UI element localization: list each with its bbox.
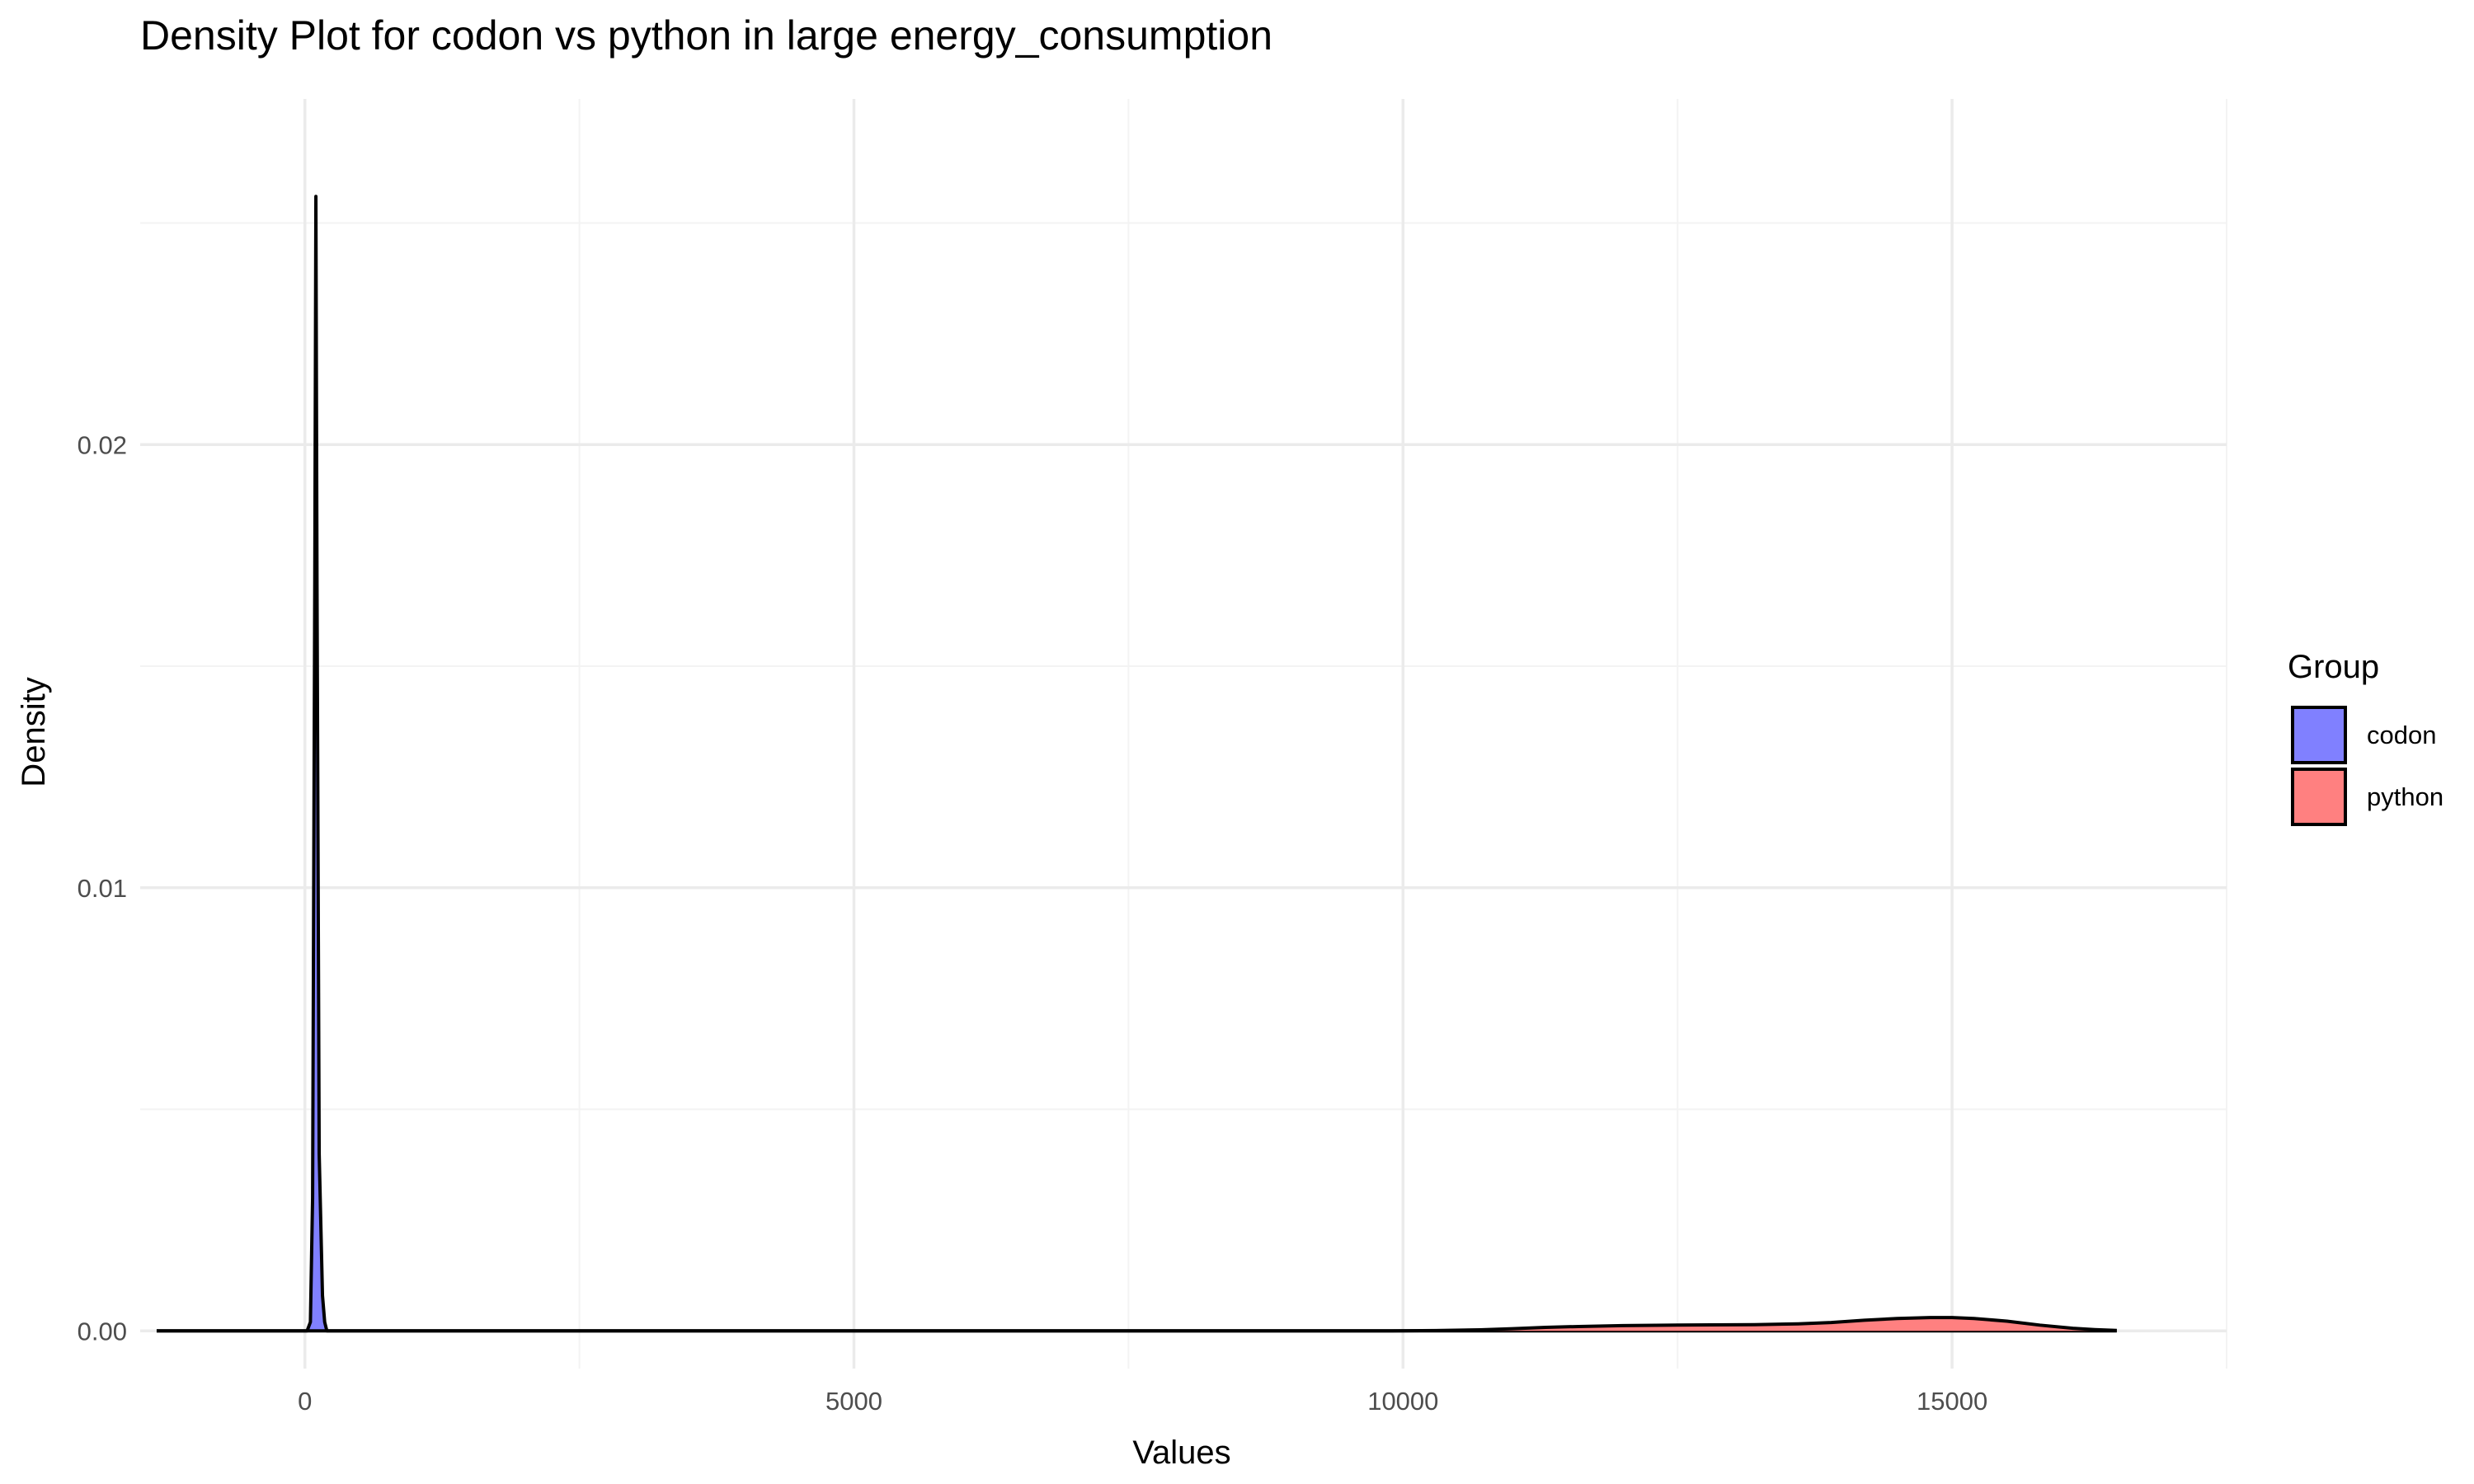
x-tick-label: 15000 bbox=[1917, 1387, 1987, 1416]
major-grid bbox=[140, 99, 2227, 1369]
minor-grid bbox=[140, 99, 2227, 1369]
y-axis-title: Density bbox=[16, 677, 52, 787]
density-area-codon bbox=[156, 196, 2117, 1331]
y-axis-ticks: 0.00 0.01 0.02 bbox=[78, 430, 127, 1345]
density-area-python bbox=[156, 1317, 2117, 1331]
density-line-codon bbox=[156, 195, 2117, 1333]
y-tick-label: 0.02 bbox=[78, 430, 127, 459]
legend-items: codon python bbox=[2291, 706, 2443, 826]
series-layer bbox=[156, 195, 2117, 1333]
legend-label-python: python bbox=[2367, 782, 2443, 811]
legend-label-codon: codon bbox=[2367, 721, 2436, 749]
legend-swatch-python bbox=[2291, 768, 2347, 826]
x-tick-label: 0 bbox=[298, 1387, 312, 1416]
legend-swatch-codon bbox=[2291, 706, 2347, 764]
y-tick-label: 0.00 bbox=[78, 1317, 127, 1345]
legend-title: Group bbox=[2288, 649, 2379, 685]
y-tick-label: 0.01 bbox=[78, 874, 127, 903]
x-axis-title: Values bbox=[1132, 1435, 1230, 1471]
x-axis-ticks: 0 5000 10000 15000 bbox=[298, 1387, 1987, 1416]
density-line-python bbox=[156, 1316, 2117, 1333]
legend: Group codon python bbox=[2288, 649, 2443, 826]
x-tick-label: 5000 bbox=[825, 1387, 882, 1416]
x-tick-label: 10000 bbox=[1367, 1387, 1438, 1416]
chart-title: Density Plot for codon vs python in larg… bbox=[140, 12, 1272, 59]
